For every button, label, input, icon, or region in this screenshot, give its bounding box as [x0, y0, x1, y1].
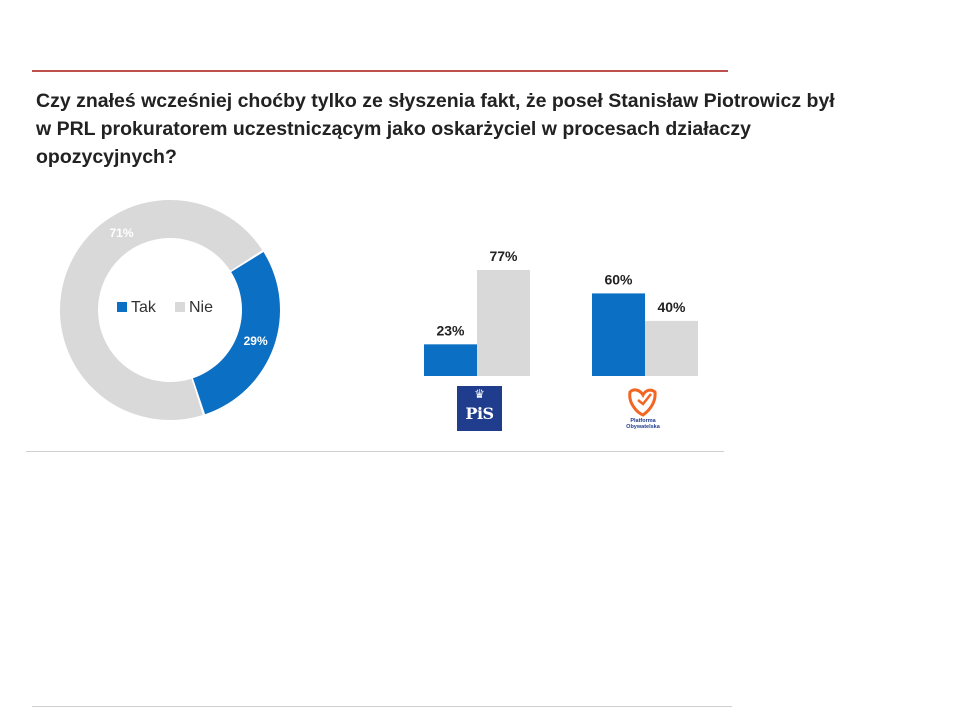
- donut-slice-tak: [192, 252, 280, 415]
- po-heart-icon: [628, 388, 657, 417]
- top-divider: [32, 70, 728, 72]
- donut-chart: 29% 71% Tak Nie: [60, 199, 280, 420]
- bar-po-tak: [592, 293, 645, 376]
- pis-eagle-icon: ♛: [474, 387, 485, 401]
- party-bar-chart: 23% 77% 60% 40%: [424, 248, 698, 376]
- question-title: Czy znałeś wcześniej choćby tylko ze sły…: [36, 90, 835, 168]
- bar-label-po-nie: 40%: [657, 299, 686, 315]
- bar-label-pis-nie: 77%: [489, 248, 518, 264]
- bar-label-pis-tak: 23%: [436, 322, 465, 338]
- po-logo: Platforma Obywatelska: [618, 382, 668, 434]
- bar-po-nie: [645, 320, 698, 376]
- legend-label-nie: Nie: [189, 299, 213, 316]
- pis-logo: ♛ PiS: [457, 386, 502, 431]
- bar-label-po-tak: 60%: [604, 271, 633, 287]
- bar-pis-nie: [477, 270, 530, 376]
- donut-slice-nie: [60, 199, 263, 420]
- legend-label-tak: Tak: [131, 299, 157, 316]
- legend-swatch-tak: [117, 302, 127, 312]
- donut-label-nie: 71%: [109, 226, 133, 240]
- po-logo-text: Platforma Obywatelska: [626, 418, 660, 430]
- bottom-divider: [32, 706, 732, 707]
- middle-divider: [26, 451, 724, 452]
- pis-logo-text: PiS: [465, 404, 494, 423]
- bar-pis-tak: [424, 344, 477, 376]
- legend-swatch-nie: [175, 302, 185, 312]
- donut-label-tak: 29%: [244, 334, 268, 348]
